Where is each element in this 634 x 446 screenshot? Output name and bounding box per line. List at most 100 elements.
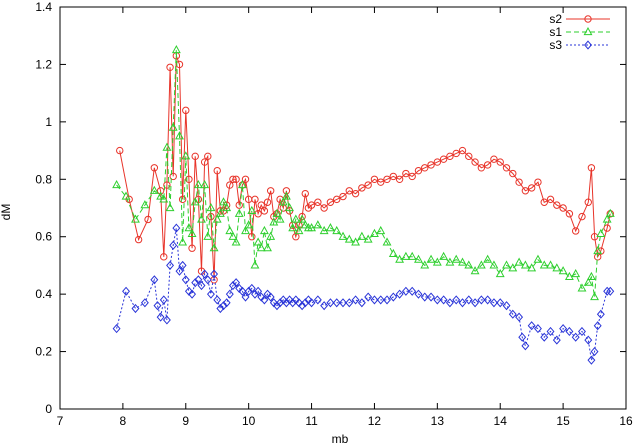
data-point — [351, 237, 361, 246]
plot-series — [112, 45, 615, 365]
data-point — [584, 198, 592, 206]
data-point — [426, 254, 436, 263]
data-point — [166, 63, 174, 72]
data-point — [583, 277, 593, 286]
data-point — [191, 278, 200, 288]
data-point — [276, 298, 285, 308]
data-point — [144, 215, 152, 224]
data-point — [194, 275, 203, 285]
x-tick-label: 16 — [619, 414, 633, 428]
data-point — [197, 280, 206, 291]
data-point — [250, 289, 259, 299]
legend-item-s2: s2 — [549, 12, 610, 26]
data-point — [596, 228, 606, 237]
data-point — [605, 208, 615, 217]
data-point — [228, 280, 237, 291]
data-point — [383, 295, 391, 305]
data-point — [112, 324, 121, 334]
data-point — [421, 164, 429, 172]
x-tick-label: 13 — [431, 414, 445, 428]
plot-frame — [59, 6, 627, 410]
data-point — [377, 178, 385, 186]
data-point — [552, 263, 562, 272]
data-point — [247, 283, 256, 293]
data-point — [546, 326, 555, 337]
data-point — [140, 200, 150, 209]
data-point — [263, 198, 272, 206]
data-point — [175, 131, 184, 140]
data-point — [583, 26, 593, 36]
data-point — [483, 161, 492, 169]
data-point — [357, 231, 367, 240]
data-point — [509, 169, 517, 178]
data-point — [465, 152, 473, 161]
data-point — [320, 301, 329, 311]
data-point — [232, 175, 240, 183]
data-point — [546, 195, 555, 204]
data-point — [301, 298, 310, 308]
data-point — [187, 228, 197, 237]
data-point — [234, 208, 244, 217]
data-point — [219, 197, 228, 206]
data-point — [602, 214, 612, 223]
data-point — [134, 235, 143, 244]
data-point — [112, 179, 122, 189]
data-point — [587, 164, 596, 172]
data-point — [458, 257, 467, 266]
data-point — [458, 298, 467, 308]
data-point — [376, 225, 386, 235]
data-point — [300, 220, 310, 229]
data-point — [515, 178, 523, 186]
data-point — [269, 217, 279, 226]
data-point — [326, 298, 335, 308]
data-point — [593, 321, 602, 331]
series-s3 — [112, 223, 615, 365]
x-tick-label: 10 — [242, 414, 256, 428]
data-point — [200, 179, 210, 189]
y-tick-label: 0.6 — [35, 230, 52, 244]
series-s2 — [116, 52, 614, 284]
data-point — [364, 181, 372, 189]
y-tick-label: 0.4 — [35, 287, 52, 301]
data-point — [175, 266, 184, 276]
data-point — [427, 292, 436, 302]
data-point — [445, 257, 455, 266]
data-point — [477, 164, 486, 172]
y-tick-label: 0.8 — [35, 172, 52, 186]
data-point — [222, 202, 232, 212]
data-point — [231, 237, 241, 246]
data-point — [254, 286, 263, 296]
data-point — [464, 295, 473, 305]
data-point — [408, 286, 417, 296]
data-point — [458, 146, 467, 155]
data-point — [495, 268, 505, 278]
data-point — [521, 341, 530, 351]
data-point — [163, 181, 171, 189]
data-point — [464, 260, 474, 269]
data-point — [590, 347, 599, 357]
data-point — [140, 298, 149, 308]
data-point — [552, 335, 561, 345]
data-point — [325, 223, 335, 232]
data-point — [259, 225, 269, 235]
series-line-s3 — [116, 228, 611, 363]
data-point — [577, 283, 587, 292]
legend-label: s1 — [549, 25, 562, 39]
data-point — [332, 225, 342, 235]
data-point — [206, 202, 216, 212]
data-point — [266, 231, 276, 240]
data-point — [178, 237, 188, 246]
data-point — [376, 295, 385, 305]
data-point — [571, 332, 580, 342]
data-point — [210, 269, 219, 279]
data-point — [527, 184, 536, 192]
data-point — [370, 228, 379, 237]
data-point — [282, 298, 291, 308]
data-point — [238, 286, 247, 296]
data-point — [273, 301, 281, 311]
data-point — [216, 303, 225, 314]
data-point — [351, 189, 360, 198]
data-point — [156, 191, 166, 200]
